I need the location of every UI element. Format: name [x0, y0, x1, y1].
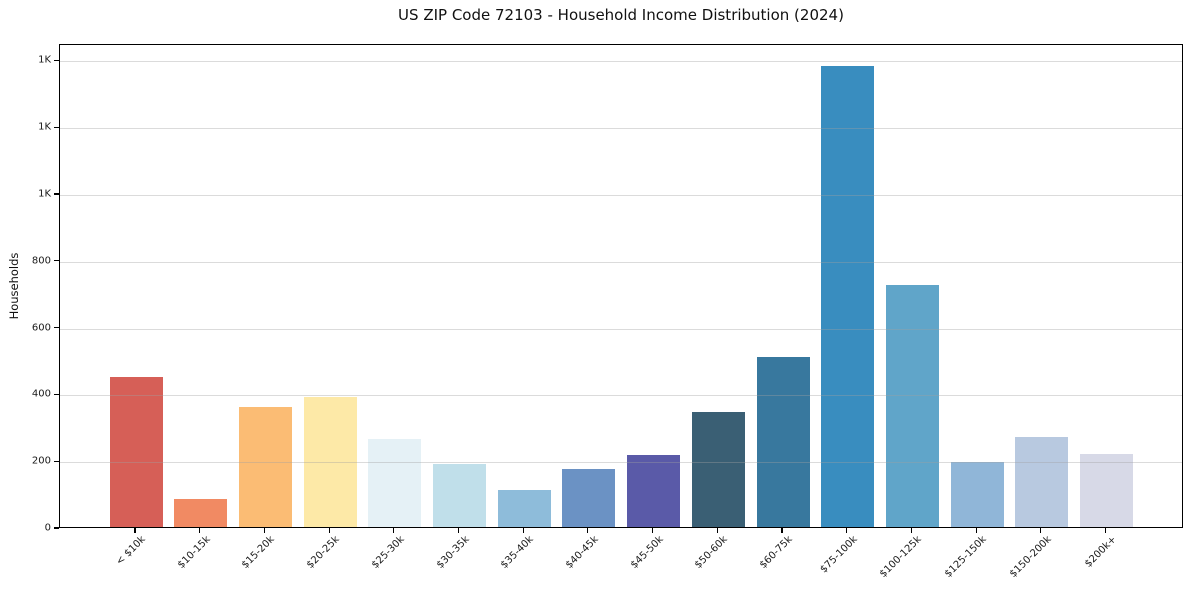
chart-title: US ZIP Code 72103 - Household Income Dis… — [398, 6, 844, 24]
bar-6 — [433, 463, 486, 527]
x-tick-mark — [716, 528, 718, 533]
x-tick-label: $20-25k — [304, 534, 342, 571]
x-tick-mark — [393, 528, 395, 533]
bar-1 — [109, 376, 163, 527]
bar-2 — [174, 498, 228, 527]
y-tick-mark — [54, 193, 59, 195]
x-tick-mark — [328, 528, 330, 533]
x-tick-label: $45-50k — [628, 534, 666, 571]
bar-10 — [691, 411, 745, 527]
y-tick-mark — [54, 527, 59, 529]
y-tick-mark — [54, 460, 59, 462]
x-tick-mark — [263, 528, 265, 533]
y-tick-label: 200 — [31, 455, 51, 467]
bar-16 — [1080, 453, 1133, 527]
x-tick-mark — [522, 528, 524, 533]
x-tick-label: $60-75k — [757, 534, 795, 571]
x-tick-mark — [781, 528, 783, 533]
x-tick-label: $10-15k — [175, 534, 213, 571]
y-tick-mark — [54, 327, 59, 329]
bar-8 — [562, 468, 616, 527]
bar-11 — [756, 356, 810, 527]
bar-4 — [303, 396, 357, 527]
y-tick-label: 1K — [38, 54, 51, 66]
x-tick-mark — [457, 528, 460, 533]
bar-9 — [627, 455, 681, 527]
x-tick-label: $75-100k — [818, 534, 860, 576]
x-tick-label: < $10k — [114, 534, 148, 568]
bar-13 — [885, 284, 939, 527]
x-tick-mark — [910, 528, 912, 533]
x-tick-mark — [1104, 528, 1107, 533]
y-tick-label: 600 — [31, 322, 51, 334]
y-tick-mark — [54, 393, 59, 395]
y-tick-label: 1K — [38, 188, 51, 200]
x-tick-mark — [975, 528, 977, 533]
bar-12 — [821, 66, 875, 527]
bar-5 — [368, 438, 422, 527]
x-tick-mark — [846, 528, 848, 533]
x-tick-mark — [652, 528, 654, 533]
bar-7 — [497, 490, 551, 527]
y-tick-mark — [54, 126, 59, 128]
plot-area — [59, 44, 1183, 528]
x-tick-label: $125-150k — [942, 534, 989, 580]
bar-14 — [950, 461, 1004, 527]
x-tick-label: $150-200k — [1007, 534, 1054, 580]
x-tick-label: $40-45k — [563, 534, 601, 571]
y-tick-label: 0 — [44, 522, 51, 534]
bars-layer — [60, 45, 1182, 527]
y-tick-label: 400 — [31, 388, 51, 400]
x-tick-mark — [134, 528, 136, 533]
x-tick-label: $25-30k — [369, 534, 407, 571]
x-tick-mark — [1040, 528, 1042, 533]
x-tick-mark — [587, 528, 589, 533]
y-tick-mark — [54, 260, 59, 262]
bar-3 — [238, 406, 292, 527]
bar-15 — [1015, 436, 1069, 527]
x-tick-mark — [199, 528, 201, 533]
y-tick-label: 800 — [31, 255, 51, 267]
y-tick-mark — [54, 59, 59, 61]
y-tick-label: 1K — [38, 121, 51, 133]
